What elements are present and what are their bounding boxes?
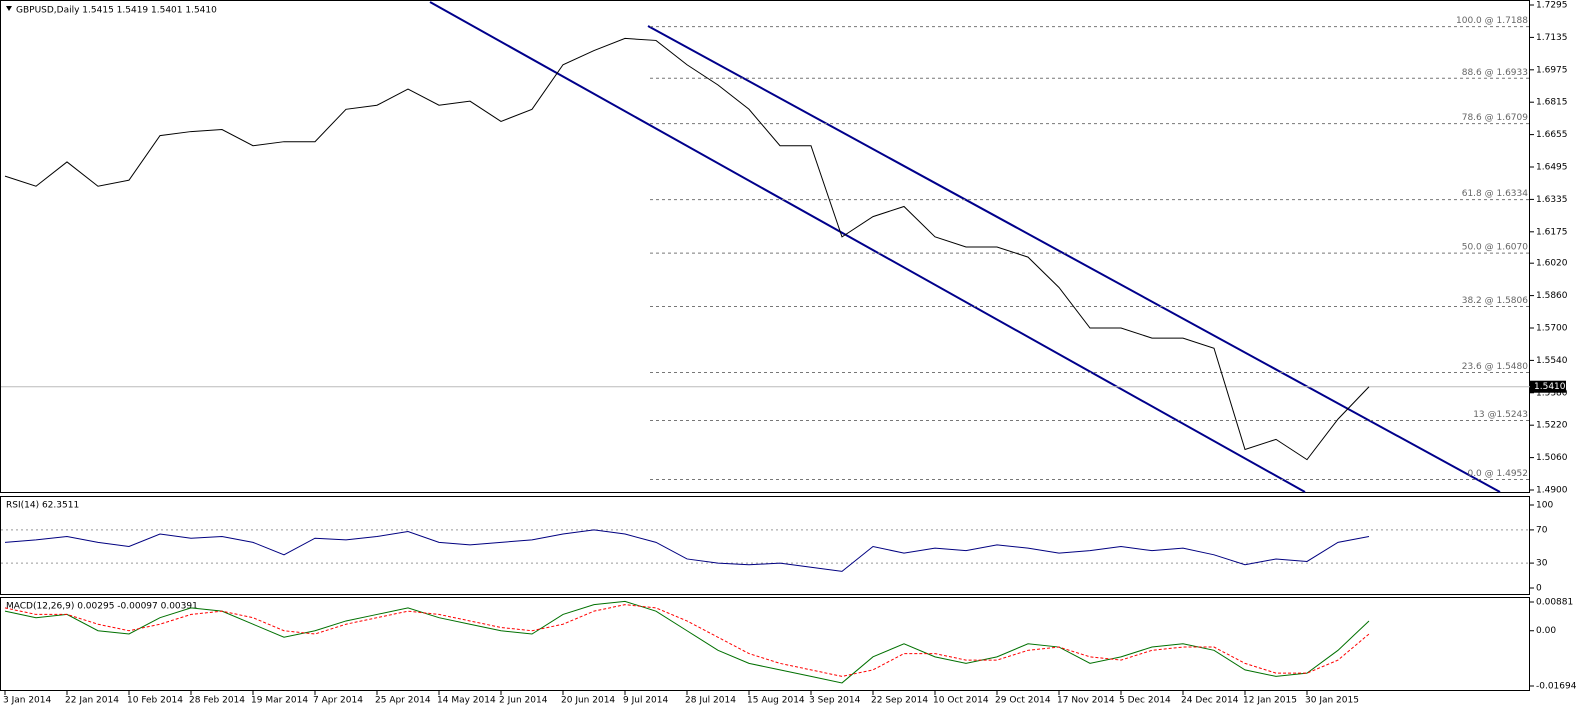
channel-upper [647, 25, 1501, 493]
chart-title: GBPUSD,Daily 1.5415 1.5419 1.5401 1.5410 [16, 6, 217, 16]
x-tick-label: 28 Feb 2014 [189, 696, 245, 706]
x-tick-label: 15 Aug 2014 [747, 696, 805, 706]
data-line [4, 529, 1370, 572]
x-tick-label: 5 Dec 2014 [1119, 696, 1171, 706]
x-tick-label: 7 Apr 2014 [313, 696, 363, 706]
x-tick-label: 20 Jun 2014 [561, 696, 615, 706]
y-tick-label: 70 [1536, 525, 1548, 535]
fib-label: 100.0 @ 1.7188 [1456, 16, 1528, 26]
last-price-label: 1.5410 [1534, 382, 1566, 392]
price-panel [0, 0, 1530, 493]
x-tick-label: 10 Feb 2014 [127, 696, 183, 706]
y-tick-label: 1.4900 [1536, 486, 1568, 496]
y-tick-label: 0.00881 [1536, 598, 1573, 608]
x-tick-label: 3 Jan 2014 [3, 696, 51, 706]
y-tick-label: 1.6175 [1536, 227, 1568, 237]
y-tick-label: 1.5700 [1536, 323, 1568, 333]
y-tick-label: 1.6655 [1536, 130, 1568, 140]
fib-label: 13 @1.5243 [1473, 410, 1528, 420]
macd-panel [0, 597, 1530, 691]
channel-lower [429, 1, 1306, 493]
x-tick-label: 24 Dec 2014 [1181, 696, 1239, 706]
x-tick-label: 30 Jan 2015 [1305, 696, 1359, 706]
y-tick-label: 30 [1536, 559, 1548, 569]
rsi-panel [0, 496, 1530, 595]
x-tick-label: 3 Sep 2014 [809, 696, 861, 706]
fib-label: 78.6 @ 1.6709 [1462, 113, 1529, 123]
y-tick-label: 1.6975 [1536, 65, 1568, 75]
data-line [4, 604, 1370, 677]
y-tick-label: 1.7135 [1536, 33, 1568, 43]
x-tick-label: 22 Jan 2014 [65, 696, 119, 706]
y-tick-label: 0.00 [1536, 626, 1556, 636]
x-tick-label: 10 Oct 2014 [933, 696, 989, 706]
y-tick-label: 1.5540 [1536, 356, 1568, 366]
y-tick-label: 1.5380 [1536, 388, 1568, 398]
fib-label: 23.6 @ 1.5480 [1462, 362, 1529, 372]
x-tick-label: 2 Jun 2014 [499, 696, 548, 706]
fib-label: 50.0 @ 1.6070 [1462, 243, 1529, 253]
y-tick-label: 1.5060 [1536, 453, 1568, 463]
y-tick-label: 100 [1536, 501, 1553, 511]
y-tick-label: 1.6815 [1536, 98, 1568, 108]
y-tick-label: 0 [1536, 584, 1542, 594]
x-tick-label: 9 Jul 2014 [623, 696, 668, 706]
x-tick-label: 25 Apr 2014 [375, 696, 431, 706]
y-tick-label: 1.6335 [1536, 195, 1568, 205]
y-tick-label: 1.6020 [1536, 259, 1568, 269]
x-tick-label: 19 Mar 2014 [251, 696, 308, 706]
x-tick-label: 14 May 2014 [437, 696, 496, 706]
fib-label: 61.8 @ 1.6334 [1462, 189, 1529, 199]
fib-label: 0.0 @ 1.4952 [1467, 469, 1528, 479]
x-tick-label: 28 Jul 2014 [685, 696, 736, 706]
x-tick-label: 12 Jan 2015 [1243, 696, 1297, 706]
fib-label: 38.2 @ 1.5806 [1462, 296, 1529, 306]
y-tick-label: 1.5860 [1536, 291, 1568, 301]
last-price-box [1530, 380, 1566, 393]
fib-label: 88.6 @ 1.6933 [1462, 68, 1528, 78]
rsi-title: RSI(14) 62.3511 [6, 501, 79, 511]
y-tick-label: 1.6495 [1536, 163, 1568, 173]
y-tick-label: 1.5220 [1536, 421, 1568, 431]
y-tick-label: 1.7295 [1536, 1, 1568, 11]
macd-title: MACD(12,26,9) 0.00295 -0.00097 0.00391 [6, 602, 198, 612]
x-tick-label: 29 Oct 2014 [995, 696, 1051, 706]
data-line [4, 37, 1370, 461]
menu-icon[interactable] [6, 6, 12, 11]
x-tick-label: 22 Sep 2014 [871, 696, 928, 706]
data-line [4, 600, 1370, 684]
y-tick-label: -0.01694 [1536, 682, 1577, 692]
x-tick-label: 17 Nov 2014 [1057, 696, 1115, 706]
